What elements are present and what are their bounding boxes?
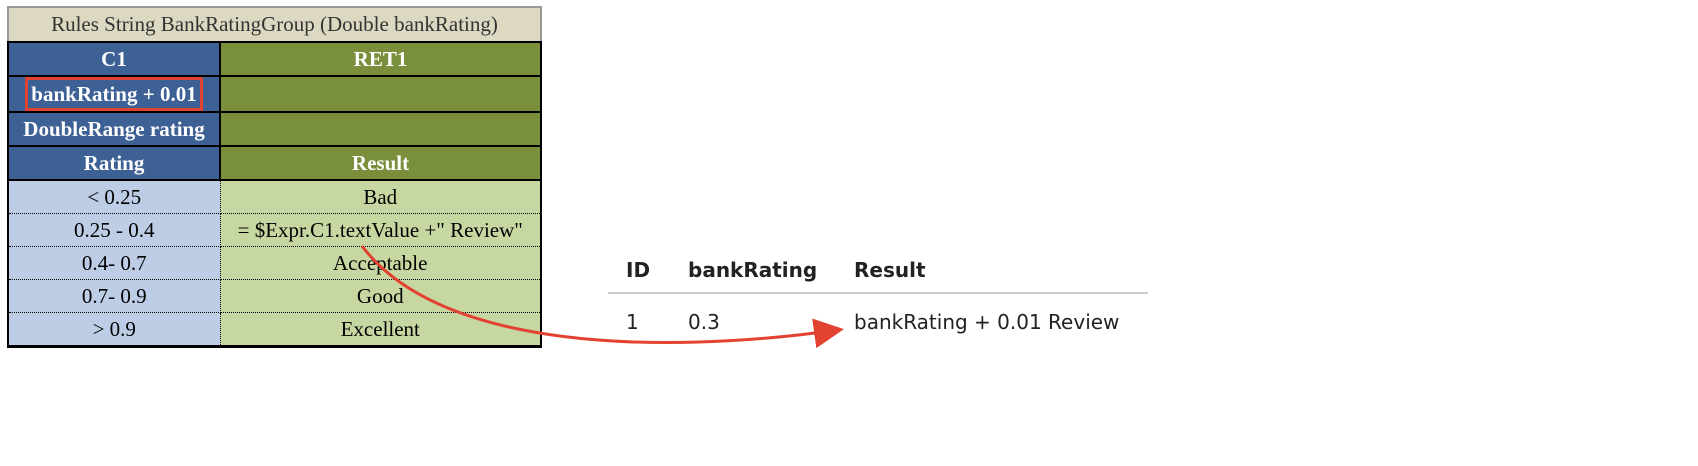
rules-table-title: Rules String BankRatingGroup (Double ban… (7, 6, 542, 43)
rule-rating: 0.7- 0.9 (7, 279, 221, 313)
results-header-bank-rating: bankRating (688, 258, 818, 282)
rule-row: > 0.9 Excellent (7, 312, 542, 348)
condition-column-id: C1 (7, 41, 221, 77)
rule-result: Acceptable (220, 246, 542, 280)
return-column-id: RET1 (219, 41, 542, 77)
rule-rating: 0.4- 0.7 (7, 246, 221, 280)
results-cell-bank-rating: 0.3 (688, 310, 720, 334)
rule-row: 0.4- 0.7 Acceptable (7, 246, 542, 280)
results-header-id: ID (626, 258, 651, 282)
rule-result: Excellent (220, 312, 542, 348)
results-cell-result: bankRating + 0.01 Review (854, 310, 1120, 334)
condition-expression-highlight: bankRating + 0.01 (25, 77, 203, 111)
condition-parameter: DoubleRange rating (7, 111, 221, 147)
results-row: 1 0.3 bankRating + 0.01 Review (608, 294, 1148, 350)
return-expression-cell (219, 75, 542, 113)
rule-result: Bad (220, 180, 542, 214)
rules-table: Rules String BankRatingGroup (Double ban… (7, 6, 542, 348)
rule-row: < 0.25 Bad (7, 180, 542, 214)
results-header-result: Result (854, 258, 926, 282)
return-header: Result (219, 145, 542, 181)
results-table: ID bankRating Result 1 0.3 bankRating + … (608, 248, 1148, 350)
rule-rating: > 0.9 (7, 312, 221, 348)
rule-row: 0.25 - 0.4 = $Expr.C1.textValue +" Revie… (7, 213, 542, 247)
condition-header: Rating (7, 145, 221, 181)
rule-rating: < 0.25 (7, 180, 221, 214)
condition-expression-cell: bankRating + 0.01 (7, 75, 221, 113)
results-header-row: ID bankRating Result (608, 248, 1148, 294)
rule-result: = $Expr.C1.textValue +" Review" (220, 213, 542, 247)
rule-rating: 0.25 - 0.4 (7, 213, 221, 247)
rule-row: 0.7- 0.9 Good (7, 279, 542, 313)
return-parameter-cell (219, 111, 542, 147)
results-cell-id: 1 (626, 310, 639, 334)
rule-result: Good (220, 279, 542, 313)
